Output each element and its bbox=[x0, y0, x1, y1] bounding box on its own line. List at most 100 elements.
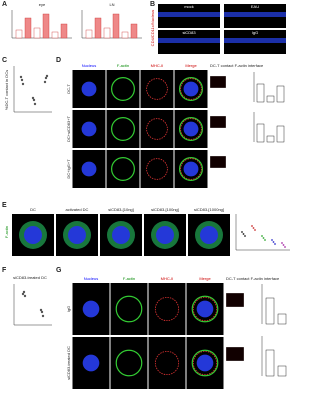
column-label: MHC-II bbox=[151, 63, 164, 68]
row-label: DC-T bbox=[66, 84, 71, 94]
point bbox=[39, 308, 43, 312]
bar bbox=[60, 23, 68, 39]
row-label: siCD83-treated DC bbox=[66, 346, 71, 380]
row-label: IgG bbox=[66, 306, 71, 312]
nucleus bbox=[112, 226, 130, 244]
retina-layer bbox=[224, 12, 286, 17]
nucleus bbox=[68, 226, 86, 244]
point bbox=[41, 314, 45, 318]
nucleus bbox=[24, 226, 42, 244]
bar bbox=[276, 125, 285, 143]
nucleus bbox=[196, 354, 214, 372]
cell-actin bbox=[179, 157, 203, 181]
bar bbox=[42, 13, 50, 39]
inset-label: DC-T contact F-actin interface bbox=[226, 276, 280, 281]
micrograph bbox=[140, 150, 174, 188]
bar bbox=[85, 29, 93, 39]
cell-mhc bbox=[146, 78, 168, 100]
nucleus bbox=[183, 161, 199, 177]
point bbox=[284, 246, 286, 248]
column-label: siCD83-[100ng] bbox=[151, 207, 179, 212]
bar bbox=[265, 349, 275, 377]
bar bbox=[265, 297, 275, 325]
column-label: F-actin bbox=[117, 63, 129, 68]
micrograph bbox=[148, 337, 186, 389]
nucleus bbox=[200, 226, 218, 244]
point bbox=[43, 80, 47, 84]
cell-actin bbox=[179, 77, 203, 101]
column-label: siCD83-[1000ng] bbox=[194, 207, 224, 212]
cell-mhc bbox=[154, 350, 180, 376]
image-label: IgG bbox=[252, 30, 258, 35]
column-label: Nucleus bbox=[82, 63, 96, 68]
inset bbox=[225, 292, 245, 308]
panel-letter: F bbox=[2, 267, 7, 274]
cell-mhc bbox=[180, 158, 202, 180]
column-label: DC bbox=[30, 207, 36, 212]
cell-actin bbox=[115, 295, 143, 323]
column-label: siCD83-[10ng] bbox=[108, 207, 134, 212]
axis-label: %DC-T contact in DCs bbox=[4, 70, 9, 110]
point bbox=[242, 233, 245, 235]
stain-label: F-actin bbox=[4, 226, 9, 238]
point bbox=[33, 102, 37, 106]
bar bbox=[277, 313, 287, 325]
bar bbox=[121, 31, 129, 39]
inset-label: DC-T contact F-actin interface bbox=[210, 63, 264, 68]
point bbox=[44, 76, 48, 80]
cell-actin bbox=[111, 157, 135, 181]
bar bbox=[51, 31, 59, 39]
panel-letter: C bbox=[2, 57, 7, 64]
bar bbox=[112, 13, 120, 39]
point bbox=[274, 243, 276, 245]
point bbox=[281, 242, 283, 244]
cell-actin bbox=[111, 117, 135, 141]
bar bbox=[256, 123, 265, 143]
point bbox=[32, 98, 36, 102]
inset bbox=[209, 115, 227, 129]
point bbox=[244, 235, 246, 237]
column-label: activated DC bbox=[66, 207, 89, 212]
bar bbox=[256, 83, 265, 103]
point bbox=[23, 294, 27, 298]
point bbox=[20, 78, 24, 82]
point bbox=[251, 225, 253, 227]
point bbox=[22, 290, 26, 294]
point bbox=[272, 241, 275, 243]
point bbox=[254, 229, 256, 231]
bar bbox=[266, 95, 275, 103]
point bbox=[261, 235, 263, 237]
bar bbox=[94, 17, 102, 39]
point bbox=[21, 82, 25, 86]
nucleus bbox=[81, 161, 97, 177]
column-label: Nucleus bbox=[84, 276, 98, 281]
nucleus bbox=[81, 81, 97, 97]
retina-layer bbox=[158, 38, 220, 43]
image-label: mock bbox=[184, 4, 194, 9]
panel-letter: E bbox=[2, 202, 7, 209]
chart-title: LN bbox=[109, 2, 114, 7]
row-label: DC+siCD83+T bbox=[66, 115, 71, 142]
cell-mhc bbox=[154, 296, 180, 322]
nucleus bbox=[156, 226, 174, 244]
inset bbox=[209, 75, 227, 89]
column-label: Merge bbox=[199, 276, 211, 281]
cell-mhc bbox=[180, 118, 202, 140]
image-label: EAU bbox=[251, 4, 259, 9]
cell-actin bbox=[179, 117, 203, 141]
bar bbox=[24, 17, 32, 39]
nucleus bbox=[183, 81, 199, 97]
panel-letter: G bbox=[56, 267, 62, 274]
nucleus bbox=[82, 354, 100, 372]
point bbox=[262, 237, 265, 239]
cell-actin bbox=[115, 349, 143, 377]
bar bbox=[15, 29, 23, 39]
nucleus bbox=[81, 121, 97, 137]
point bbox=[40, 310, 44, 314]
cell-actin bbox=[111, 77, 135, 101]
cell-actin bbox=[191, 349, 219, 377]
panel-letter: D bbox=[56, 57, 61, 64]
bar bbox=[33, 27, 41, 39]
micrograph bbox=[140, 110, 174, 148]
